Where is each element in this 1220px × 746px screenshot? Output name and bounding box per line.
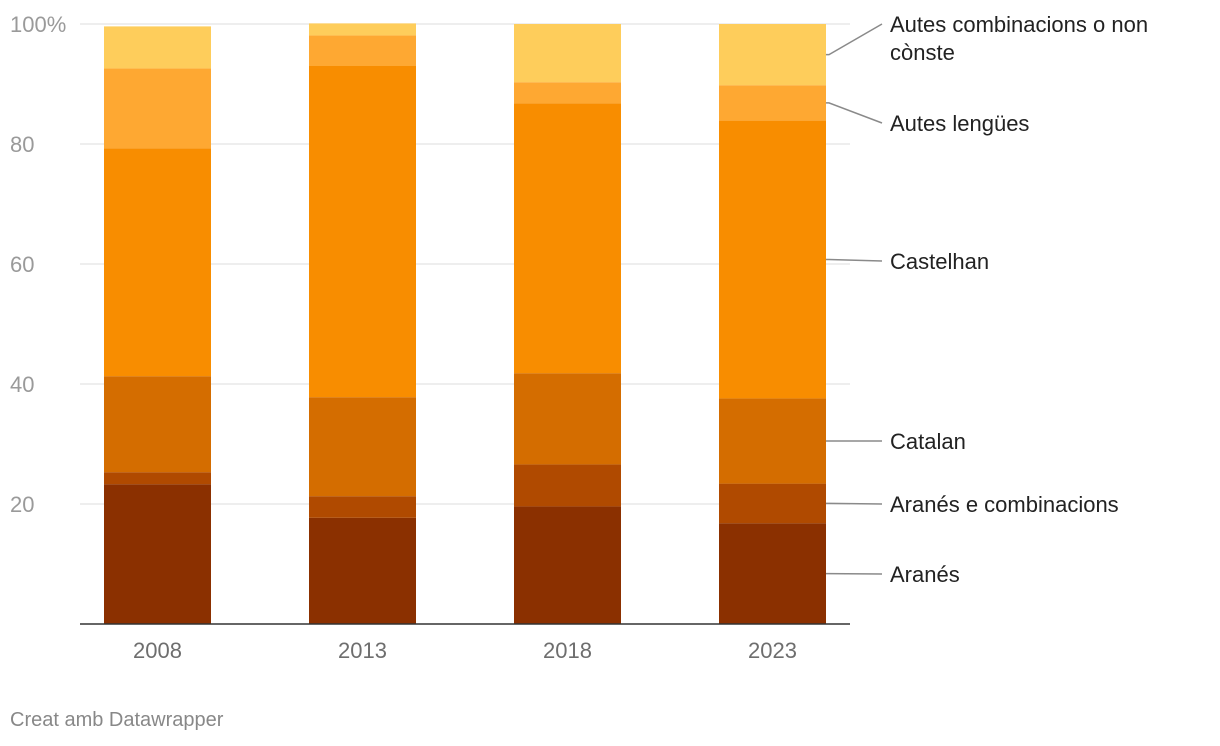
- legend-connector: [826, 258, 883, 262]
- bar-segment: [309, 66, 416, 398]
- legend-label: Aranés: [890, 562, 960, 587]
- legend-label-line: Catalan: [890, 429, 966, 454]
- bar-segment: [719, 523, 826, 624]
- legend-label-line: Castelhan: [890, 249, 989, 274]
- legend-label-line: Aranés e combinacions: [890, 492, 1119, 517]
- bar-segment: [309, 35, 416, 66]
- bar-segment: [719, 24, 826, 86]
- y-tick-label: 20: [10, 492, 34, 517]
- legend-label-line: cònste: [890, 40, 955, 65]
- x-tick-label: 2008: [133, 638, 182, 663]
- bar-stack-2018: [514, 24, 621, 624]
- bar-stack-2008: [104, 26, 211, 624]
- y-tick-label: 100%: [10, 12, 66, 37]
- x-tick-label: 2013: [338, 638, 387, 663]
- legend-connector: [826, 23, 883, 56]
- x-tick-label: 2023: [748, 638, 797, 663]
- legend-label: Aranés e combinacions: [890, 492, 1119, 517]
- y-tick-label: 60: [10, 252, 34, 277]
- bar-segment: [309, 397, 416, 497]
- bar-segment: [514, 82, 621, 104]
- bar-segment: [104, 484, 211, 624]
- bar-segment: [514, 373, 621, 465]
- bar-segment: [514, 103, 621, 374]
- datawrapper-credit: Creat amb Datawrapper: [10, 709, 224, 731]
- x-axis-ticks: 2008 2013 2018 2023: [133, 638, 797, 663]
- legend-label: Autes combinacions o non cònste: [890, 12, 1148, 65]
- legend-label: Castelhan: [890, 249, 989, 274]
- bar-segment: [104, 472, 211, 485]
- bar-stack-2013: [309, 23, 416, 624]
- bar-segment: [104, 26, 211, 69]
- legend-connector: [826, 102, 883, 124]
- bar-segment: [514, 506, 621, 624]
- bar-segment: [104, 148, 211, 377]
- bar-stacks: [104, 23, 826, 624]
- bar-segment: [104, 68, 211, 149]
- legend-label-line: Autes combinacions o non: [890, 12, 1148, 37]
- legend-connector: [826, 502, 883, 505]
- bar-segment: [719, 398, 826, 484]
- bar-segment: [309, 496, 416, 518]
- y-tick-label: 80: [10, 132, 34, 157]
- bar-segment: [514, 464, 621, 507]
- bar-segment: [719, 120, 826, 399]
- bar-segment: [309, 517, 416, 624]
- legend-label-line: Aranés: [890, 562, 960, 587]
- bar-segment: [719, 85, 826, 121]
- legend-label-line: Autes lengües: [890, 111, 1029, 136]
- bar-segment: [514, 24, 621, 83]
- bar-stack-2023: [719, 24, 826, 624]
- legend-label: Autes lengües: [890, 111, 1029, 136]
- x-tick-label: 2018: [543, 638, 592, 663]
- y-tick-label: 40: [10, 372, 34, 397]
- legend-label: Catalan: [890, 429, 966, 454]
- legend: Autes combinacions o non cònste Autes leng…: [826, 12, 1148, 587]
- bar-segment: [104, 376, 211, 473]
- bar-segment: [309, 23, 416, 36]
- bar-segment: [719, 483, 826, 524]
